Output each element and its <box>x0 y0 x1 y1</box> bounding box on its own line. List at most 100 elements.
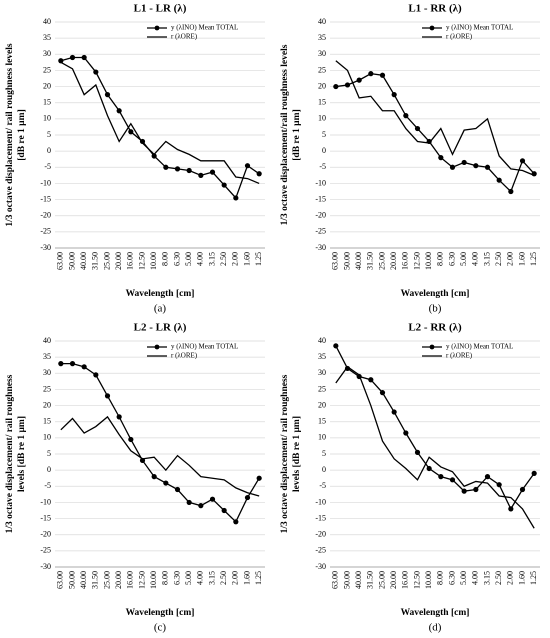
data-point <box>151 153 157 159</box>
legend-label: r (λORE) <box>171 33 198 41</box>
data-point <box>531 171 537 177</box>
y-tick-label: 10 <box>43 114 51 123</box>
x-tick-label: 10.00 <box>424 571 433 589</box>
data-point <box>414 449 421 455</box>
y-tick-label: 30 <box>318 368 326 377</box>
panel-caption: (b) <box>429 303 442 315</box>
y-tick-label: 5 <box>322 449 326 458</box>
x-tick-label: 1.25 <box>254 252 263 266</box>
series-line <box>335 345 535 511</box>
x-tick-label: 50.00 <box>67 252 76 270</box>
chart-title: L2 - RR (λ) <box>408 322 462 334</box>
legend-label: r (λORE) <box>446 33 473 41</box>
y-tick-label: 15 <box>318 417 326 426</box>
y-axis-label: levels [dB re 1 µm] <box>292 416 302 492</box>
x-tick-label: 1.60 <box>517 252 526 266</box>
panel-caption: (a) <box>154 303 167 315</box>
data-point <box>473 163 479 169</box>
y-tick-label: 20 <box>43 81 51 90</box>
series-line <box>335 72 535 193</box>
x-tick-label: 40.00 <box>79 571 88 589</box>
y-tick-label: 40 <box>43 17 51 26</box>
x-tick-label: 1.25 <box>254 571 263 585</box>
y-tick-label: -20 <box>40 530 51 539</box>
y-tick-label: -5 <box>44 162 51 171</box>
y-tick-label: 10 <box>43 433 51 442</box>
x-tick-label: 20.00 <box>114 571 123 589</box>
x-tick-label: 25.00 <box>102 252 111 270</box>
data-point <box>174 486 181 493</box>
x-tick-label: 8.00 <box>161 252 170 266</box>
data-point <box>333 83 339 90</box>
y-tick-label: 20 <box>318 81 326 90</box>
data-point <box>333 343 339 349</box>
y-axis-label: levels [dB re 1 µm] <box>17 416 27 492</box>
y-tick-label: 40 <box>318 17 326 26</box>
data-point <box>163 164 169 170</box>
y-tick-label: -20 <box>40 211 51 220</box>
data-point <box>198 503 204 509</box>
data-point <box>151 474 157 480</box>
panel: L2 - RR (λ) -30 -25 -20 -15 -10 -5 0 5 10 15 20 25 30… <box>280 322 540 634</box>
chart-title: L2 - LR (λ) <box>134 322 187 334</box>
x-tick-label: 16.00 <box>126 252 135 270</box>
x-tick-label: 2.50 <box>219 252 228 266</box>
x-axis-label: Wavelength [cm] <box>401 608 470 618</box>
data-point <box>356 77 362 83</box>
x-tick-label: 4.00 <box>471 571 480 585</box>
data-point <box>391 409 397 415</box>
y-tick-label: -30 <box>40 562 51 571</box>
y-tick-label: 30 <box>43 49 51 58</box>
data-point <box>256 475 262 481</box>
x-tick-label: 5.00 <box>459 571 468 585</box>
legend-marker <box>154 344 160 350</box>
x-tick-label: 25.00 <box>377 252 386 270</box>
x-tick-label: 16.00 <box>401 252 410 270</box>
panel-caption: (c) <box>154 622 167 634</box>
panel: L1 - RR (λ) -30 -25 -20 -15 -10 -5 0 5 10 15 20 25 30… <box>280 3 540 315</box>
data-point <box>244 494 251 501</box>
x-tick-label: 6.30 <box>172 252 181 266</box>
legend-label: r (λORE) <box>446 352 473 360</box>
y-tick-label: 5 <box>47 449 51 458</box>
data-point <box>163 480 169 486</box>
data-point <box>379 72 386 78</box>
data-point <box>69 54 76 61</box>
x-tick-label: 31.50 <box>91 571 100 589</box>
y-tick-label: 10 <box>318 114 326 123</box>
x-tick-label: 2.50 <box>219 571 228 585</box>
data-point <box>221 507 227 514</box>
y-tick-label: -15 <box>40 194 51 203</box>
series-line <box>335 365 535 529</box>
x-tick-label: 2.50 <box>494 252 503 266</box>
x-tick-label: 3.15 <box>482 252 491 266</box>
x-tick-label: 20.00 <box>114 252 123 270</box>
x-tick-label: 20.00 <box>389 252 398 270</box>
data-point <box>344 82 351 88</box>
legend-label: y (λINO) Mean TOTAL <box>171 24 238 32</box>
y-tick-label: -25 <box>40 227 51 236</box>
data-point <box>209 496 216 502</box>
y-tick-label: -15 <box>315 194 326 203</box>
data-point <box>508 506 514 512</box>
x-tick-label: 1.25 <box>529 571 538 585</box>
y-tick-label: -20 <box>315 530 326 539</box>
y-tick-label: 40 <box>318 336 326 345</box>
x-tick-label: 8.00 <box>436 571 445 585</box>
series-line <box>60 362 260 523</box>
x-tick-label: 40.00 <box>354 571 363 589</box>
y-tick-label: 35 <box>43 33 51 42</box>
x-tick-label: 4.00 <box>471 252 480 266</box>
panel: L1 - LR (λ) -30 -25 -20 -15 -10 -5 0 5 10 15 20 25 30… <box>5 3 265 315</box>
x-tick-label: 12.50 <box>137 571 146 589</box>
y-tick-label: -25 <box>315 227 326 236</box>
y-tick-label: 30 <box>318 49 326 58</box>
x-tick-label: 12.50 <box>412 571 421 589</box>
x-tick-label: 63.00 <box>56 252 65 270</box>
y-tick-label: 25 <box>318 65 326 74</box>
x-tick-label: 2.00 <box>506 252 515 266</box>
x-axis-label: Wavelength [cm] <box>401 289 470 299</box>
data-point <box>438 155 444 161</box>
x-tick-label: 5.00 <box>459 252 468 266</box>
data-point <box>496 177 502 183</box>
